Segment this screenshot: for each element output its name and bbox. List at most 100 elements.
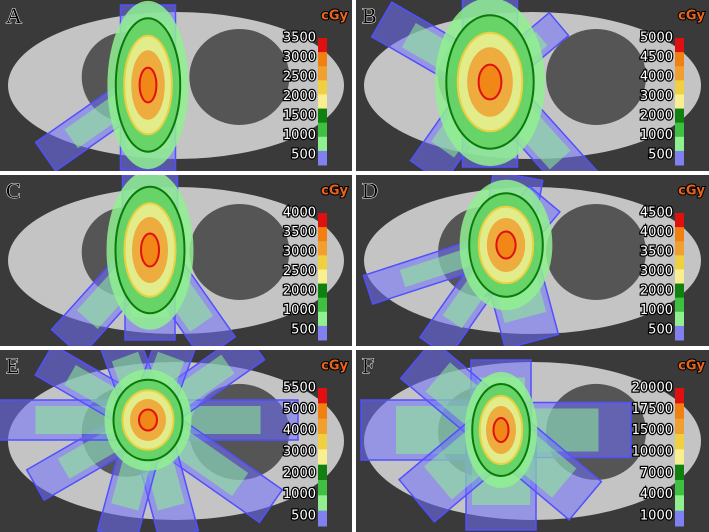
colorbar-tick-label: 20000: [632, 381, 673, 396]
colorbar-segment: [675, 510, 684, 527]
colorbar-tick-label: 3000: [283, 445, 316, 460]
colorbar-segment: [318, 325, 327, 341]
colorbar-tick-label: 17500: [632, 402, 673, 417]
panel-label: A: [6, 3, 22, 28]
colorbar-tick-label: 5500: [283, 381, 316, 396]
colorbar-tick-label: 4000: [640, 487, 673, 502]
colorbar-segment: [318, 434, 327, 450]
colorbar-tick-label: 3000: [640, 264, 673, 279]
unit-label: cGy: [678, 359, 705, 374]
isodose: [140, 232, 160, 268]
ct-image: [356, 175, 709, 346]
colorbar-segment: [318, 388, 327, 404]
colorbar-tick-label: 500: [648, 148, 673, 163]
colorbar-segment: [675, 241, 684, 256]
colorbar-segment: [675, 434, 684, 450]
colorbar-tick-label: 1000: [640, 509, 673, 524]
colorbar-tick-label: 5000: [640, 31, 673, 46]
colorbar-segment: [675, 464, 684, 481]
colorbar-tick-label: 4000: [283, 206, 316, 221]
colorbar-segment: [675, 38, 684, 53]
colorbar-segment: [675, 108, 684, 124]
colorbar-tick-label: 5000: [283, 402, 316, 417]
colorbar-tick-label: 4000: [640, 70, 673, 85]
unit-label: cGy: [321, 359, 348, 374]
colorbar-segment: [675, 52, 684, 67]
colorbar-tick-label: 4500: [640, 206, 673, 221]
colorbar-tick-label: 4000: [283, 423, 316, 438]
colorbar-segment: [318, 269, 327, 285]
colorbar-tick-label: 4500: [640, 50, 673, 65]
colorbar-segment: [675, 269, 684, 285]
panel-label: B: [362, 3, 377, 28]
unit-label: cGy: [678, 184, 705, 199]
colorbar-segment: [675, 403, 684, 420]
isodose: [495, 230, 517, 260]
colorbar-segment: [675, 449, 684, 466]
colorbar-segment: [318, 122, 327, 138]
colorbar-segment: [675, 213, 684, 228]
colorbar-tick-label: 7000: [640, 466, 673, 481]
colorbar-segment: [318, 150, 327, 166]
lung: [546, 28, 647, 125]
colorbar-tick-label: 3000: [283, 245, 316, 260]
colorbar-segment: [318, 66, 327, 81]
colorbar-segment: [318, 495, 327, 512]
colorbar-tick-label: 3000: [640, 89, 673, 104]
colorbar-tick-label: 2000: [283, 284, 316, 299]
colorbar-segment: [318, 510, 327, 527]
colorbar-segment: [318, 227, 327, 242]
colorbar-tick-label: 500: [291, 148, 316, 163]
colorbar-tick-label: 1000: [283, 128, 316, 143]
colorbar-segment: [675, 66, 684, 81]
colorbar-tick-label: 3500: [283, 31, 316, 46]
lung: [546, 203, 647, 300]
colorbar-segment: [318, 311, 327, 327]
colorbar-segment: [675, 311, 684, 327]
colorbar-segment: [318, 283, 327, 299]
panel-label: F: [362, 353, 374, 378]
colorbar-tick-label: 2000: [283, 89, 316, 104]
colorbar-segment: [318, 136, 327, 152]
colorbar-segment: [318, 241, 327, 256]
panel-label: E: [6, 353, 19, 378]
colorbar-segment: [675, 480, 684, 496]
colorbar-tick-label: 3500: [640, 245, 673, 260]
colorbar-segment: [675, 495, 684, 512]
colorbar-tick-label: 1000: [283, 487, 316, 502]
panel-label: D: [362, 178, 378, 203]
colorbar-segment: [675, 94, 684, 110]
colorbar-tick-label: 2000: [283, 466, 316, 481]
colorbar-segment: [675, 283, 684, 299]
colorbar-segment: [318, 297, 327, 313]
colorbar-tick-label: 500: [291, 323, 316, 338]
colorbar-segment: [675, 122, 684, 138]
colorbar-segment: [675, 80, 684, 95]
colorbar-segment: [318, 80, 327, 95]
ct-image: [0, 175, 352, 346]
colorbar-tick-label: 4000: [640, 225, 673, 240]
colorbar-tick-label: 1500: [283, 109, 316, 124]
colorbar-segment: [318, 403, 327, 420]
colorbar-segment: [675, 418, 684, 435]
ct-image: [356, 350, 709, 532]
colorbar-tick-label: 2000: [640, 109, 673, 124]
panel-label: C: [6, 178, 21, 203]
colorbar-tick-label: 1000: [640, 128, 673, 143]
colorbar-tick-label: 10000: [632, 445, 673, 460]
ct-image: [0, 350, 352, 532]
colorbar-tick-label: 15000: [632, 423, 673, 438]
colorbar-segment: [318, 464, 327, 481]
colorbar-tick-label: 2000: [640, 284, 673, 299]
colorbar-segment: [675, 388, 684, 404]
ct-image: [0, 0, 352, 171]
colorbar-tick-label: 2500: [283, 70, 316, 85]
colorbar-segment: [318, 418, 327, 435]
